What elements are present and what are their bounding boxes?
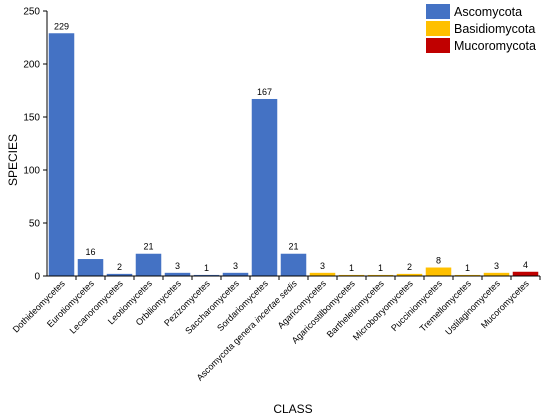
- data-label: 16: [85, 247, 95, 257]
- x-tick-label: Lecanoromycetes: [68, 278, 126, 336]
- legend-swatch-mucoromycota: [426, 38, 450, 53]
- bar-orbiliomycetes: [164, 272, 191, 276]
- bar-tremellomycetes: [454, 274, 481, 276]
- data-label: 21: [288, 242, 298, 252]
- bar-bartheletiomycetes: [367, 274, 394, 276]
- x-tick-label: Tremellomycetes: [418, 278, 474, 334]
- data-label: 1: [465, 263, 470, 273]
- y-tick-label: 150: [23, 113, 40, 124]
- y-tick-label: 250: [23, 7, 40, 18]
- data-label: 8: [436, 256, 441, 266]
- bar-agaricostilbomycetes: [338, 274, 365, 276]
- y-axis-title: SPECIES: [6, 134, 20, 186]
- x-tick-label: Saccharomycetes: [183, 278, 241, 336]
- legend-swatch-basidiomycota: [426, 21, 450, 36]
- bars: 229 16 2 21 3 1 3 167 21 3 1 1 2 8 1 3 4: [48, 21, 539, 277]
- bar-eurotiomycetes: [77, 259, 104, 276]
- bar-microbotryomycetes: [396, 273, 423, 276]
- legend: Ascomycota Basidiomycota Mucoromycota: [426, 4, 536, 53]
- bar-dothideomycetes: [48, 33, 75, 277]
- data-label: 229: [54, 21, 69, 31]
- legend-label: Basidiomycota: [454, 22, 535, 36]
- bar-leotiomycetes: [135, 253, 162, 276]
- data-label: 1: [204, 263, 209, 273]
- x-tick-label: Dothideomycetes: [11, 278, 68, 335]
- y-tick-label: 0: [34, 272, 40, 283]
- bar-lecanoromycetes: [106, 273, 133, 276]
- x-tick-label: Sordariomycetes: [215, 278, 270, 333]
- x-tick-label: Pucciniomycetes: [389, 278, 444, 333]
- data-label: 21: [143, 242, 153, 252]
- bar-saccharomycetes: [222, 272, 249, 276]
- bar-ascomycota-genera-incertae-sedis: [280, 253, 307, 276]
- data-label: 4: [523, 260, 528, 270]
- y-tick-label: 50: [29, 219, 41, 230]
- y-tick-label: 100: [23, 166, 40, 177]
- bar-sordariomycetes: [251, 98, 278, 276]
- y-axis: 0 50 100 150 200 250: [23, 7, 48, 283]
- y-tick-label: 200: [23, 60, 40, 71]
- data-label: 167: [257, 87, 272, 97]
- bar-pucciniomycetes: [425, 267, 452, 276]
- bar-pezizomycetes: [193, 274, 220, 276]
- data-label: 3: [175, 261, 180, 271]
- data-label: 1: [378, 263, 383, 273]
- bar-mucoromycetes: [512, 271, 539, 276]
- legend-label: Mucoromycota: [454, 39, 536, 53]
- data-label: 3: [320, 261, 325, 271]
- legend-label: Ascomycota: [454, 5, 522, 19]
- data-label: 3: [494, 261, 499, 271]
- data-label: 2: [117, 262, 122, 272]
- data-label: 3: [233, 261, 238, 271]
- bar-ustilaginomycetes: [483, 272, 510, 276]
- x-axis-title: CLASS: [273, 402, 312, 416]
- legend-swatch-ascomycota: [426, 4, 450, 19]
- data-label: 1: [349, 263, 354, 273]
- x-axis: DothideomycetesEurotiomycetesLecanoromyc…: [11, 275, 541, 383]
- data-label: 2: [407, 262, 412, 272]
- bar-agaricomycetes: [309, 272, 336, 276]
